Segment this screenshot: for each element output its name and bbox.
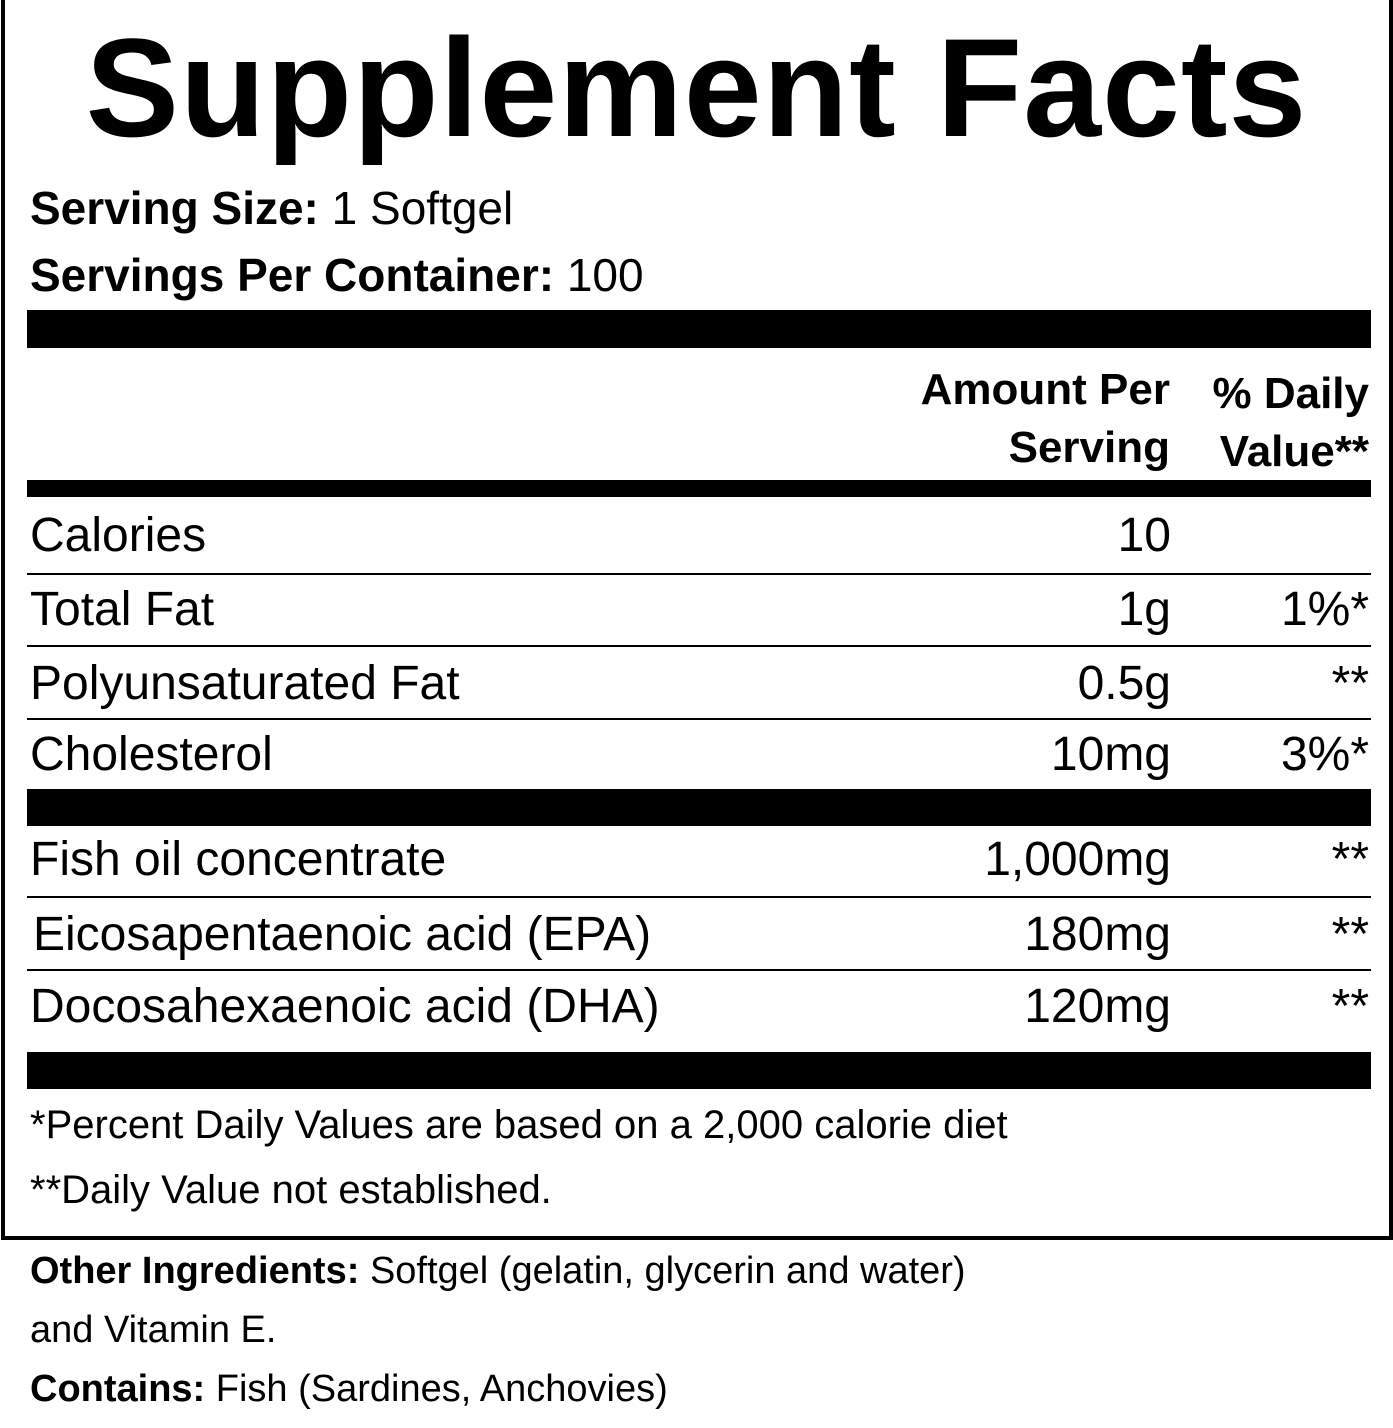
- nutrient-amount: 10mg: [1050, 728, 1171, 781]
- serving-size: Serving Size: 1 Softgel: [30, 180, 513, 236]
- nutrient-name: Total Fat: [30, 583, 215, 636]
- ingredient-name: Eicosapentaenoic acid (EPA): [33, 908, 652, 961]
- other-ingredients: Other Ingredients: Softgel (gelatin, gly…: [30, 1246, 966, 1296]
- nutrient-name: Polyunsaturated Fat: [30, 657, 460, 710]
- ingredient-amount: 180mg: [1024, 908, 1171, 961]
- contains-allergens: Contains: Fish (Sardines, Anchovies): [30, 1364, 668, 1414]
- nutrient-name: Calories: [30, 509, 207, 562]
- servings-per-container: Servings Per Container: 100: [30, 247, 644, 303]
- table-row: Docosahexaenoic acid (DHA) 120mg **: [27, 970, 1371, 1052]
- nutrient-amount: 0.5g: [1077, 657, 1171, 710]
- contains-label: Contains:: [30, 1368, 206, 1410]
- table-row: Eicosapentaenoic acid (EPA) 180mg **: [27, 898, 1371, 971]
- table-row: Calories 10: [27, 499, 1371, 575]
- ingredient-amount: 1,000mg: [984, 833, 1171, 886]
- ingredient-name: Fish oil concentrate: [30, 833, 447, 886]
- panel-title: Supplement Facts: [85, 9, 1308, 166]
- header-line: % Daily: [1212, 369, 1369, 418]
- nutrient-amount: 1g: [1117, 583, 1171, 636]
- ingredient-dv: **: [1331, 833, 1369, 886]
- other-ingredients-label: Other Ingredients:: [30, 1250, 360, 1292]
- nutrient-dv: 3%*: [1280, 728, 1369, 781]
- table-row: Polyunsaturated Fat 0.5g **: [27, 647, 1371, 720]
- daily-value-header: % Daily Value**: [1212, 365, 1369, 481]
- serving-size-value: 1 Softgel: [331, 182, 514, 234]
- table-row: Fish oil concentrate 1,000mg **: [27, 823, 1371, 898]
- ingredient-name: Docosahexaenoic acid (DHA): [30, 980, 660, 1033]
- supplement-facts-panel: [1, 0, 1393, 1240]
- divider-bar: [27, 480, 1371, 497]
- other-ingredients-line2: and Vitamin E.: [30, 1309, 277, 1351]
- header-line: Serving: [1008, 423, 1170, 472]
- table-row: Total Fat 1g 1%*: [27, 573, 1371, 647]
- divider-bar: [27, 1052, 1371, 1089]
- header-line: Amount Per: [920, 365, 1170, 414]
- divider-bar: [27, 310, 1371, 348]
- nutrient-name: Cholesterol: [30, 728, 273, 781]
- footnote-percent-dv: *Percent Daily Values are based on a 2,0…: [30, 1103, 1008, 1147]
- nutrient-dv: **: [1331, 657, 1369, 710]
- nutrient-dv: 1%*: [1280, 583, 1369, 636]
- table-row: Cholesterol 10mg 3%*: [27, 718, 1371, 789]
- header-line: Value**: [1219, 427, 1369, 476]
- servings-per-container-value: 100: [566, 249, 644, 301]
- footnote-dv-not-established: **Daily Value not established.: [30, 1168, 552, 1212]
- amount-per-serving-header: Amount Per Serving: [921, 361, 1170, 477]
- contains-value: Fish (Sardines, Anchovies): [215, 1368, 668, 1410]
- ingredient-amount: 120mg: [1024, 980, 1171, 1033]
- divider-bar: [27, 789, 1371, 826]
- other-ingredients-value: Softgel (gelatin, glycerin and water): [369, 1250, 966, 1292]
- ingredient-dv: **: [1331, 980, 1369, 1033]
- nutrient-amount: 10: [1117, 509, 1171, 562]
- servings-per-container-label: Servings Per Container:: [30, 249, 555, 301]
- serving-size-label: Serving Size:: [30, 182, 319, 234]
- ingredient-dv: **: [1331, 908, 1369, 961]
